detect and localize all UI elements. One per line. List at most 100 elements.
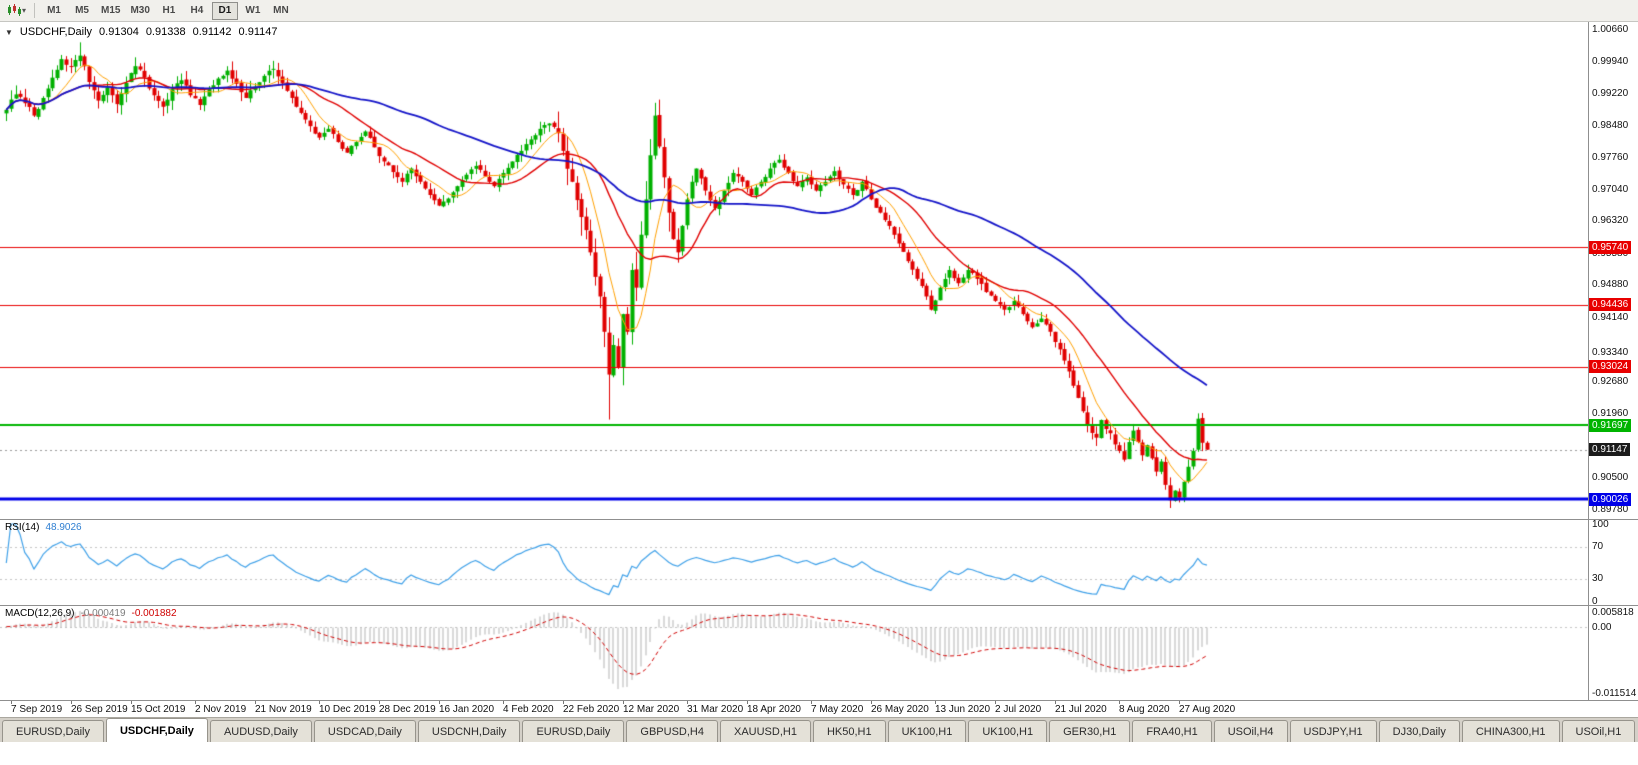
date-tick-mark (319, 701, 320, 704)
chart-tab-usoil-h4[interactable]: USOil,H4 (1213, 720, 1288, 742)
price-tick-label: 0.90500 (1592, 472, 1629, 484)
chart-tab-china300-h1[interactable]: CHINA300,H1 (1461, 720, 1560, 742)
main-chart-canvas[interactable] (0, 22, 1588, 519)
timeframe-button-m15[interactable]: M15 (97, 2, 124, 20)
chart-tab-ger30-h1[interactable]: GER30,H1 (1049, 720, 1131, 742)
level-price-label: 0.93024 (1589, 360, 1632, 374)
chart-tab-usdcnh-daily[interactable]: USDCNH,Daily (417, 720, 521, 742)
date-tick-mark (871, 701, 872, 704)
macd-canvas[interactable] (0, 606, 1588, 700)
date-label: 26 Sep 2019 (71, 704, 128, 715)
chart-tab-dj30-daily[interactable]: DJ30,Daily (1378, 720, 1460, 742)
date-tick-mark (935, 701, 936, 704)
date-tick-mark (1119, 701, 1120, 704)
price-tick-label: 0.99940 (1592, 55, 1629, 67)
date-tick-mark (71, 701, 72, 704)
chart-type-icon[interactable]: ▾ (4, 3, 29, 18)
price-tick-label: 0.95580 (1592, 248, 1629, 260)
macd-tick-label: -0.011514 (1592, 688, 1637, 699)
date-tick-mark (995, 701, 996, 704)
date-tick-mark (1179, 701, 1180, 704)
date-tick-mark (255, 701, 256, 704)
timeframe-button-h4[interactable]: H4 (184, 2, 210, 20)
date-tick-mark (503, 701, 504, 704)
rsi-axis[interactable]: 100 70 30 0 (1588, 519, 1638, 607)
chart-tab-fra40-h1[interactable]: FRA40,H1 (1132, 720, 1212, 742)
chart-tab-uk100-h1[interactable]: UK100,H1 (887, 720, 967, 742)
date-tick-mark (623, 701, 624, 704)
timeframe-button-m5[interactable]: M5 (69, 2, 95, 20)
chart-tab-eurusd-daily[interactable]: EURUSD,Daily (2, 720, 104, 742)
rsi-label: RSI(14) (5, 522, 40, 533)
chart-tab-usdchf-daily[interactable]: USDCHF,Daily (105, 718, 208, 742)
date-label: 28 Dec 2019 (379, 704, 436, 715)
timeframe-toolbar: ▾ M1 M5 M15 M30 H1 H4 D1 W1 MN (0, 0, 1638, 22)
rsi-header: RSI(14) 48.9026 (5, 522, 82, 533)
level-price-label: 0.91697 (1589, 418, 1632, 432)
date-axis[interactable]: 7 Sep 2019 26 Sep 2019 15 Oct 2019 2 Nov 20… (0, 700, 1638, 717)
chart-tab-usdjpy-h1[interactable]: USDJPY,H1 (1289, 720, 1377, 742)
ohlc-close: 0.91147 (238, 26, 278, 38)
timeframe-button-m1[interactable]: M1 (41, 2, 67, 20)
date-label: 2 Nov 2019 (195, 704, 247, 715)
chart-symbol-label: USDCHF,Daily (19, 26, 93, 38)
macd-tick-label: 0.005818 (1592, 607, 1634, 618)
macd-tick-label: 0.00 (1592, 621, 1612, 633)
date-label: 31 Mar 2020 (687, 704, 744, 715)
price-axis[interactable]: 1.00660 0.99940 0.99220 0.98480 0.97760 0.970… (1588, 22, 1638, 519)
date-label: 21 Nov 2019 (255, 704, 312, 715)
date-label: 13 Jun 2020 (935, 704, 991, 715)
date-label: 7 May 2020 (811, 704, 864, 715)
timeframe-button-h1[interactable]: H1 (156, 2, 182, 20)
date-tick-mark (1055, 701, 1056, 704)
price-tick-label: 0.99220 (1592, 87, 1629, 99)
chart-tab-xauusd-h1[interactable]: XAUUSD,H1 (719, 720, 811, 742)
price-tick-label: 0.93340 (1592, 346, 1629, 358)
chart-tab-eurusd-daily[interactable]: EURUSD,Daily (522, 720, 625, 742)
timeframe-button-m30[interactable]: M30 (126, 2, 153, 20)
date-label: 21 Jul 2020 (1055, 704, 1107, 715)
date-label: 4 Feb 2020 (503, 704, 554, 715)
price-tick-label: 0.91960 (1592, 407, 1629, 419)
chart-tab-usoil-h1[interactable]: USOil,H1 (1561, 720, 1636, 742)
price-tick-label: 0.92680 (1592, 376, 1629, 388)
chart-tab-audusd-daily[interactable]: AUDUSD,Daily (209, 720, 312, 742)
chart-tabs-bar: EURUSD,Daily USDCHF,Daily AUDUSD,Daily USDC… (0, 717, 1638, 742)
price-tick-label: 0.96320 (1592, 215, 1629, 227)
current-price-label: 0.91147 (1589, 443, 1631, 457)
date-label: 15 Oct 2019 (131, 704, 186, 715)
timeframe-button-w1[interactable]: W1 (240, 2, 266, 20)
date-tick-mark (195, 701, 196, 704)
date-label: 26 May 2020 (871, 704, 929, 715)
rsi-panel: RSI(14) 48.9026 100 70 30 0 (0, 519, 1638, 607)
macd-signal-value: -0.001882 (131, 608, 177, 619)
price-tick-label: 0.98480 (1592, 120, 1629, 132)
main-chart-panel: ▼ USDCHF,Daily 0.91304 0.91338 0.91142 0… (0, 22, 1638, 519)
level-price-label: 0.95740 (1589, 240, 1632, 254)
rsi-canvas[interactable] (0, 520, 1588, 605)
level-price-label: 0.90026 (1589, 492, 1632, 506)
price-tick-label: 0.89780 (1592, 504, 1629, 515)
timeframe-button-mn[interactable]: MN (268, 2, 294, 20)
macd-label: MACD(12,26,9) (5, 608, 75, 619)
chart-tab-gbpusd-h4[interactable]: GBPUSD,H4 (626, 720, 718, 742)
date-tick-mark (131, 701, 132, 704)
chart-tab-hk50-h1[interactable]: HK50,H1 (812, 720, 886, 742)
date-label: 16 Jan 2020 (439, 704, 495, 715)
chart-tab-usdcad-daily[interactable]: USDCAD,Daily (313, 720, 416, 742)
date-tick-mark (563, 701, 564, 704)
price-tick-label: 0.97760 (1592, 151, 1629, 163)
chart-tab-uk100-h1[interactable]: UK100,H1 (968, 720, 1048, 742)
timeframe-button-d1[interactable]: D1 (211, 1, 238, 20)
date-tick-mark (811, 701, 812, 704)
macd-axis[interactable]: 0.005818 0.00 -0.011514 (1588, 606, 1638, 700)
price-tick-label: 0.94880 (1592, 279, 1629, 290)
collapse-chart-icon[interactable]: ▼ (5, 27, 13, 37)
bottom-strip (0, 742, 1638, 765)
date-tick-mark (11, 701, 12, 704)
date-label: 27 Aug 2020 (1179, 704, 1236, 715)
macd-panel: MACD(12,26,9) -0.000419 -0.001882 0.0058… (0, 605, 1638, 700)
date-tick-mark (687, 701, 688, 704)
macd-header: MACD(12,26,9) -0.000419 -0.001882 (5, 608, 177, 619)
